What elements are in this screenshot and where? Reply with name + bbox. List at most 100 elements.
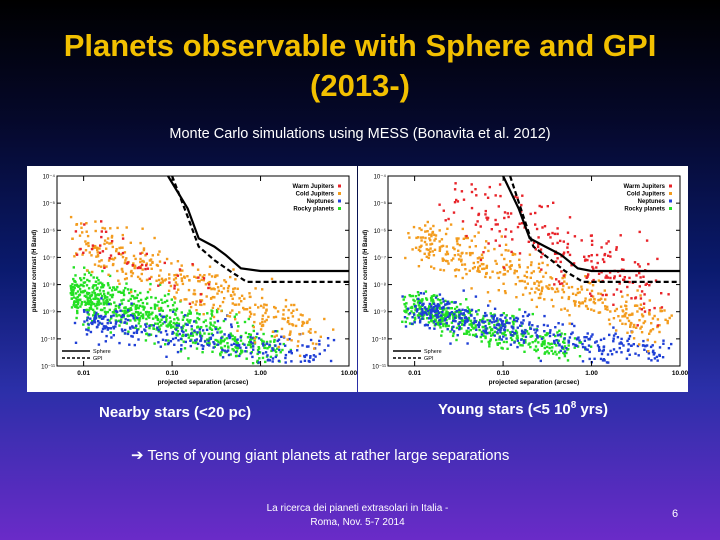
data-point — [578, 339, 581, 342]
data-point — [235, 339, 238, 342]
data-point — [82, 251, 85, 254]
data-point — [470, 252, 473, 255]
data-point — [221, 356, 225, 359]
data-point — [574, 304, 577, 307]
data-point — [444, 219, 447, 222]
data-point — [448, 312, 451, 315]
data-point — [609, 349, 612, 353]
data-point — [550, 287, 553, 290]
data-point — [211, 350, 214, 353]
data-point — [243, 297, 246, 300]
data-point — [522, 319, 525, 322]
data-point — [631, 312, 634, 315]
data-point — [224, 318, 227, 321]
data-point — [172, 325, 175, 328]
data-point — [252, 348, 255, 351]
data-point — [110, 336, 113, 339]
data-point — [558, 329, 561, 332]
data-point — [520, 210, 523, 213]
data-point — [88, 279, 91, 283]
data-point — [575, 338, 579, 341]
data-point — [231, 309, 234, 312]
data-point — [488, 185, 491, 189]
data-point — [670, 342, 673, 346]
data-point — [493, 334, 496, 337]
data-point — [233, 342, 236, 346]
data-point — [95, 293, 98, 297]
data-point — [94, 220, 97, 223]
data-point — [522, 330, 525, 334]
data-point — [416, 291, 420, 294]
data-point — [600, 246, 603, 249]
data-point — [209, 336, 213, 339]
data-point — [455, 310, 458, 313]
data-point — [506, 329, 509, 332]
data-point — [448, 317, 451, 320]
data-point — [484, 209, 487, 213]
data-point — [269, 355, 273, 359]
data-point — [278, 342, 282, 346]
data-point — [628, 276, 631, 280]
curve-legend-label: Sphere — [424, 349, 442, 355]
data-point — [160, 277, 164, 280]
data-point — [88, 296, 91, 300]
data-point — [514, 329, 518, 332]
data-point — [500, 338, 503, 341]
data-point — [118, 303, 122, 306]
data-point — [327, 344, 330, 347]
data-point — [516, 196, 519, 199]
data-point — [195, 347, 199, 350]
data-point — [496, 271, 499, 275]
data-point — [504, 334, 507, 337]
data-point — [231, 297, 234, 300]
data-point — [199, 332, 202, 336]
data-point — [488, 331, 492, 335]
data-point — [144, 339, 148, 342]
data-point — [477, 325, 480, 329]
data-point — [662, 342, 665, 345]
data-point — [195, 300, 198, 303]
data-point — [137, 300, 140, 303]
data-point — [497, 276, 500, 280]
data-point — [256, 352, 259, 356]
data-point — [303, 359, 307, 362]
data-point — [638, 319, 641, 322]
data-point — [455, 268, 458, 271]
data-point — [607, 254, 610, 257]
data-point — [566, 242, 570, 246]
data-point — [608, 322, 612, 326]
data-point — [413, 316, 417, 319]
data-point — [261, 320, 264, 324]
data-point — [492, 315, 495, 319]
data-point — [643, 310, 647, 313]
data-point — [145, 264, 148, 267]
data-point — [478, 321, 481, 324]
data-point — [301, 344, 304, 347]
data-point — [108, 242, 111, 245]
data-point — [274, 330, 277, 333]
data-point — [305, 353, 308, 357]
data-point — [619, 234, 622, 237]
data-point — [549, 236, 552, 239]
data-point — [621, 295, 624, 298]
data-point — [593, 302, 597, 305]
data-point — [165, 355, 168, 358]
data-point — [220, 339, 223, 342]
data-point — [486, 216, 490, 220]
data-point — [161, 280, 164, 283]
data-point — [534, 331, 537, 334]
data-point — [563, 345, 567, 348]
data-point — [563, 352, 566, 356]
data-point — [477, 266, 480, 269]
data-point — [229, 311, 232, 314]
data-point — [121, 313, 124, 317]
data-point — [506, 270, 509, 273]
data-point — [125, 226, 128, 229]
data-point — [638, 285, 641, 288]
data-point — [469, 253, 472, 257]
data-point — [498, 342, 501, 345]
data-point — [527, 332, 530, 335]
data-point — [648, 309, 651, 312]
data-point — [526, 314, 529, 318]
data-point — [203, 332, 206, 335]
